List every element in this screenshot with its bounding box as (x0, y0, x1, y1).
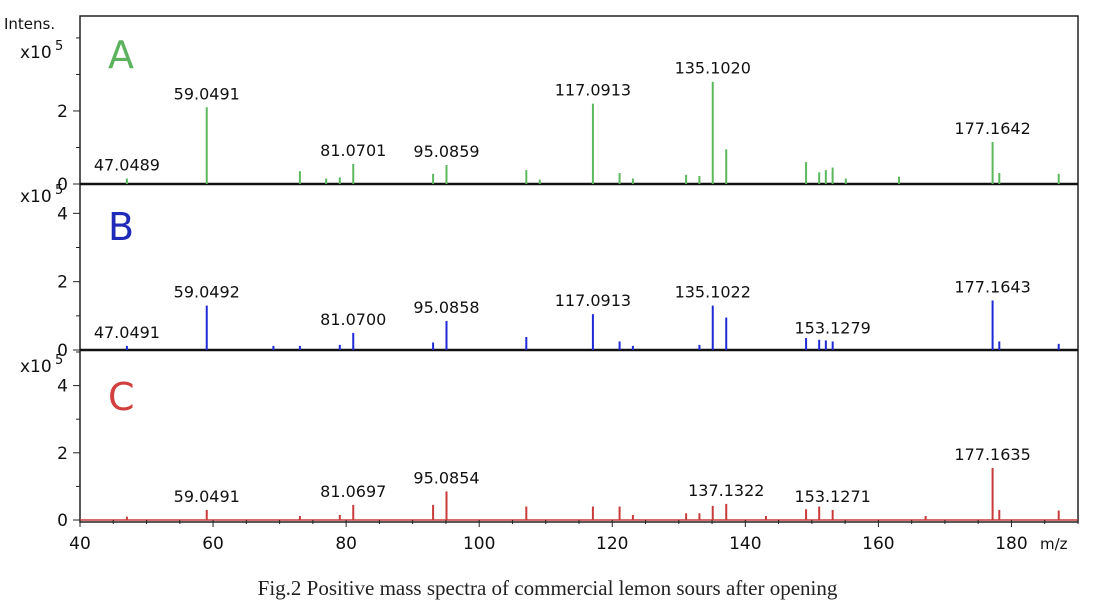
peak-label: 59.0491 (174, 487, 240, 506)
scale-label: x10 (20, 43, 52, 63)
peak-label: 135.1020 (675, 59, 751, 78)
peak-label: 81.0700 (320, 310, 386, 329)
peak-label: 59.0491 (174, 84, 240, 103)
peak-label: 177.1635 (954, 445, 1030, 464)
peak-label: 117.0913 (555, 81, 631, 100)
x-tick-label: 60 (202, 534, 224, 554)
y-tick-label: 0 (57, 341, 68, 361)
y-axis-label: Intens. (4, 15, 55, 33)
x-tick-label: 40 (69, 534, 91, 554)
x-tick-label: 100 (463, 534, 495, 554)
peak-label: 153.1279 (795, 318, 871, 337)
peak-label: 59.0492 (174, 283, 240, 302)
scale-label: x10 (20, 357, 52, 377)
x-axis-unit: m/z (1040, 535, 1068, 553)
peak-label: 137.1322 (688, 481, 764, 500)
y-tick-label: 4 (57, 204, 68, 224)
y-tick-label: 0 (57, 175, 68, 195)
y-tick-label: 2 (57, 444, 68, 464)
scale-label: x10 (20, 187, 52, 207)
peak-label: 81.0701 (320, 141, 386, 160)
scale-exponent: 5 (55, 353, 63, 368)
x-tick-label: 120 (596, 534, 628, 554)
peak-label: 117.0913 (555, 291, 631, 310)
peak-label: 95.0854 (413, 468, 479, 487)
peak-label: 177.1643 (954, 277, 1030, 296)
figure-caption: Fig.2 Positive mass spectra of commercia… (257, 576, 838, 600)
peak-label: 47.0489 (94, 156, 160, 175)
peak-label: 177.1642 (954, 119, 1030, 138)
panel-label: C (108, 375, 135, 419)
peak-label: 95.0859 (413, 142, 479, 161)
x-tick-label: 180 (995, 534, 1027, 554)
panel-label: A (108, 33, 134, 77)
x-tick-label: 140 (729, 534, 761, 554)
peak-label: 95.0858 (413, 298, 479, 317)
scale-exponent: 5 (55, 183, 63, 198)
scale-exponent: 5 (55, 39, 63, 54)
panel-label: B (108, 205, 134, 249)
peak-label: 47.0491 (94, 323, 160, 342)
x-tick-label: 160 (862, 534, 894, 554)
peak-label: 81.0697 (320, 482, 386, 501)
y-tick-label: 2 (57, 102, 68, 122)
y-tick-label: 4 (57, 377, 68, 397)
peak-label: 135.1022 (675, 283, 751, 302)
x-tick-label: 80 (335, 534, 357, 554)
y-tick-label: 0 (57, 511, 68, 531)
y-tick-label: 2 (57, 273, 68, 293)
peak-label: 153.1271 (795, 487, 871, 506)
